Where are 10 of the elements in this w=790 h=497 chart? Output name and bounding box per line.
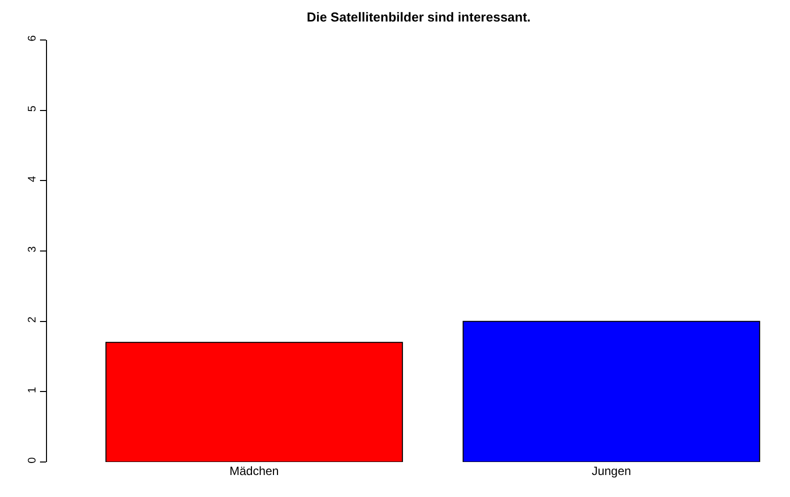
y-tick-label: 5 <box>26 106 39 112</box>
y-tick-label: 3 <box>26 246 39 252</box>
y-tick-label: 4 <box>26 176 39 182</box>
y-tick-label: 6 <box>26 35 39 42</box>
chart-title: Die Satellitenbilder sind interessant. <box>306 10 531 25</box>
y-tick-label: 1 <box>26 386 39 394</box>
y-tick-label: 2 <box>26 316 39 323</box>
x-tick-label: Mädchen <box>229 464 279 478</box>
x-tick-label: Jungen <box>592 464 632 478</box>
y-tick-label: 0 <box>26 457 39 464</box>
